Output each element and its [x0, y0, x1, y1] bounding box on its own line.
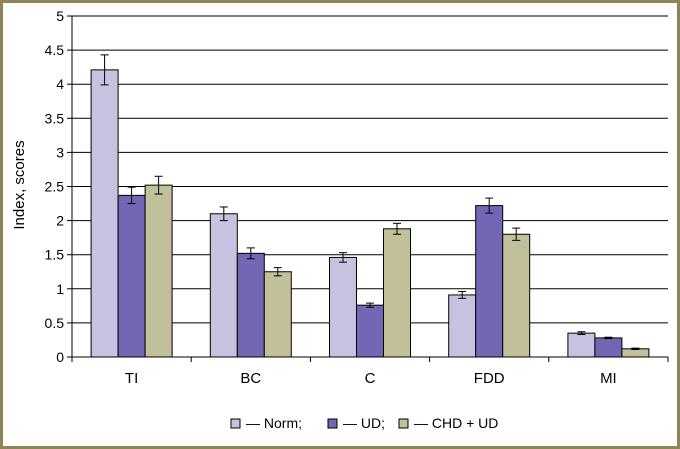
x-category-label: C	[365, 370, 376, 387]
bar-ud-mi	[594, 337, 623, 358]
x-axis-categories: TI BC C FDD MI	[125, 370, 617, 387]
bar-chd-ud-c	[383, 228, 411, 358]
bar-chd-ud-fdd	[502, 233, 531, 358]
bar-ud-bc	[236, 252, 265, 358]
axes	[71, 16, 669, 362]
legend-swatch	[398, 418, 409, 429]
y-tick-label: 2	[56, 213, 64, 229]
y-tick-label: 2.5	[45, 179, 65, 195]
bar-chd-ud-bc	[263, 271, 292, 358]
error-bars	[100, 54, 640, 350]
bar-chd-ud-mi	[621, 348, 650, 358]
y-tick-label: 0	[56, 349, 64, 365]
y-tick-label: 0.5	[45, 315, 65, 331]
bars	[90, 69, 650, 358]
y-tick-label: 1.5	[45, 247, 65, 263]
bar-norm-mi	[567, 332, 596, 358]
legend: — Norm; — UD; — CHD + UD	[230, 415, 498, 431]
legend-swatch	[230, 418, 241, 429]
legend-swatch	[327, 418, 338, 429]
bar-ud-c	[356, 304, 384, 358]
legend-label: — Norm;	[246, 415, 302, 431]
legend-label: — CHD + UD	[414, 415, 498, 431]
y-tick-label: 3	[56, 144, 64, 160]
y-tick-label: 3.5	[45, 110, 65, 126]
y-tick-label: 4.5	[45, 42, 65, 58]
y-tick-label: 4	[56, 76, 64, 92]
x-category-label: FDD	[474, 370, 505, 387]
y-tick-label: 1	[56, 281, 64, 297]
x-category-label: MI	[600, 370, 617, 387]
legend-label: — UD;	[343, 415, 385, 431]
y-axis-label: Index, scores	[11, 140, 28, 229]
bar-norm-ti	[90, 69, 119, 358]
bar-chd-ud-ti	[144, 184, 173, 358]
bar-norm-fdd	[448, 294, 477, 358]
x-category-label: TI	[125, 370, 138, 387]
bar-ud-fdd	[475, 205, 504, 358]
bar-norm-bc	[209, 213, 238, 358]
y-tick-label: 5	[56, 8, 64, 24]
bar-ud-ti	[117, 194, 146, 358]
bar-norm-c	[329, 256, 357, 358]
y-axis-ticks: 0 0.5 1 1.5 2 2.5 3 3.5 4 4.5 5	[45, 8, 72, 365]
x-category-label: BC	[240, 370, 261, 387]
